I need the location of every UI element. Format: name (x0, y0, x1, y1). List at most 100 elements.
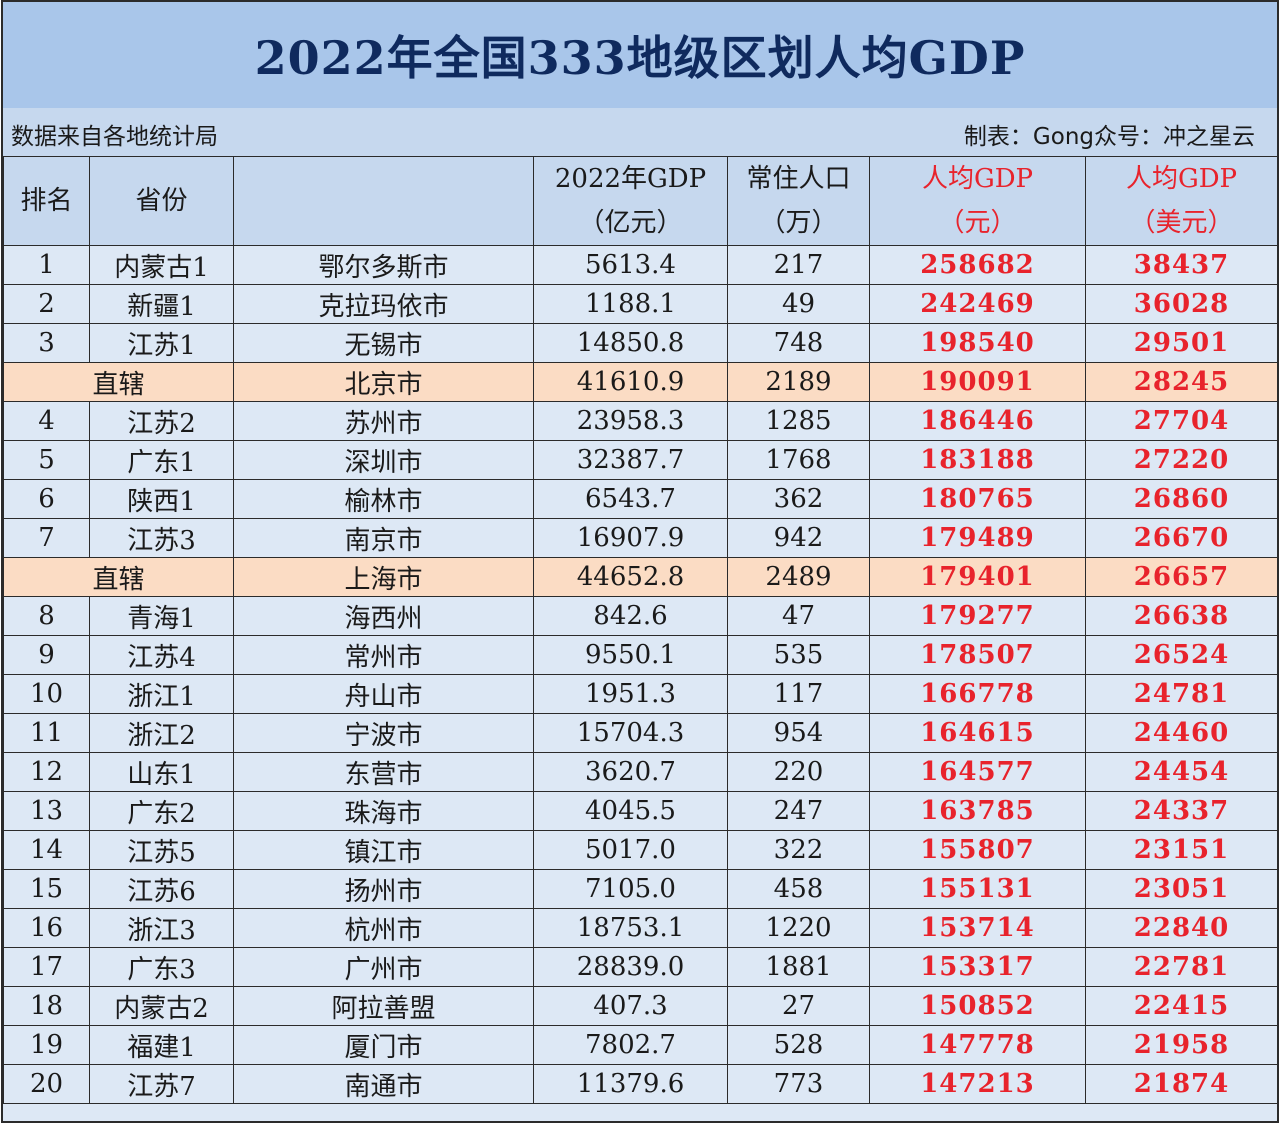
cell-per-capita-cny: 179401 (869, 557, 1086, 597)
table-row: 13 广东2 珠海市 4045.5 247 163785 24337 (3, 791, 1278, 831)
cell-gdp: 28839.0 (533, 947, 728, 987)
cell-population: 528 (727, 1025, 870, 1065)
cell-population: 2189 (727, 362, 870, 402)
cell-province: 江苏2 (89, 401, 234, 441)
cell-per-capita-cny: 178507 (869, 635, 1086, 675)
cell-population: 322 (727, 830, 870, 870)
cell-province: 广东2 (89, 791, 234, 831)
cell-rank: 9 (3, 635, 90, 675)
header-pc-usd-line1: 人均GDP (1125, 164, 1238, 194)
table-row: 18 内蒙古2 阿拉善盟 407.3 27 150852 22415 (3, 986, 1278, 1026)
cell-population: 773 (727, 1064, 870, 1104)
cell-population: 220 (727, 752, 870, 792)
cell-per-capita-cny: 163785 (869, 791, 1086, 831)
cell-province: 新疆1 (89, 284, 234, 324)
table-row: 8 青海1 海西州 842.6 47 179277 26638 (3, 596, 1278, 636)
header-province: 省份 (89, 156, 234, 246)
header-city (233, 156, 534, 246)
cell-rank: 19 (3, 1025, 90, 1065)
header-pop-line2: （万） (759, 208, 838, 238)
cell-per-capita-cny: 186446 (869, 401, 1086, 441)
cell-per-capita-cny: 147778 (869, 1025, 1086, 1065)
cell-city: 阿拉善盟 (233, 986, 534, 1026)
cell-rank: 6 (3, 479, 90, 519)
cell-province: 陕西1 (89, 479, 234, 519)
cell-gdp: 5017.0 (533, 830, 728, 870)
cell-city: 海西州 (233, 596, 534, 636)
header-pc-cny-line1: 人均GDP (921, 164, 1034, 194)
cell-per-capita-cny: 180765 (869, 479, 1086, 519)
cell-city: 东营市 (233, 752, 534, 792)
table-row: 1 内蒙古1 鄂尔多斯市 5613.4 217 258682 38437 (3, 245, 1278, 285)
cell-population: 458 (727, 869, 870, 909)
cell-gdp: 14850.8 (533, 323, 728, 363)
cell-province: 江苏6 (89, 869, 234, 909)
cell-province: 江苏3 (89, 518, 234, 558)
cell-per-capita-usd: 22415 (1085, 986, 1278, 1026)
cell-province: 江苏7 (89, 1064, 234, 1104)
cell-population: 748 (727, 323, 870, 363)
cell-per-capita-cny: 198540 (869, 323, 1086, 363)
cell-city: 上海市 (233, 557, 534, 597)
cell-province: 江苏5 (89, 830, 234, 870)
cell-rank: 7 (3, 518, 90, 558)
header-gdp: 2022年GDP （亿元） (533, 156, 728, 246)
cell-per-capita-cny: 153714 (869, 908, 1086, 948)
cell-rank: 18 (3, 986, 90, 1026)
cell-per-capita-usd: 21874 (1085, 1064, 1278, 1104)
cell-per-capita-usd: 38437 (1085, 245, 1278, 285)
cell-province: 广东1 (89, 440, 234, 480)
cell-per-capita-usd: 22781 (1085, 947, 1278, 987)
cell-population: 954 (727, 713, 870, 753)
cell-city: 苏州市 (233, 401, 534, 441)
cell-gdp: 1188.1 (533, 284, 728, 324)
cell-per-capita-cny: 153317 (869, 947, 1086, 987)
cell-province: 广东3 (89, 947, 234, 987)
cell-rank: 8 (3, 596, 90, 636)
header-population: 常住人口 （万） (727, 156, 870, 246)
subtitle-bar: 数据来自各地统计局 制表：Gong众号：冲之星云 (3, 108, 1277, 158)
cell-per-capita-cny: 258682 (869, 245, 1086, 285)
cell-per-capita-usd: 27704 (1085, 401, 1278, 441)
cell-per-capita-cny: 164615 (869, 713, 1086, 753)
cell-gdp: 407.3 (533, 986, 728, 1026)
cell-rank: 5 (3, 440, 90, 480)
cell-city: 常州市 (233, 635, 534, 675)
cell-population: 247 (727, 791, 870, 831)
cell-city: 榆林市 (233, 479, 534, 519)
cell-province: 福建1 (89, 1025, 234, 1065)
cell-per-capita-usd: 26524 (1085, 635, 1278, 675)
header-pc-cny-line2: （元） (938, 208, 1017, 238)
table-row: 20 江苏7 南通市 11379.6 773 147213 21874 (3, 1064, 1278, 1104)
cell-city: 鄂尔多斯市 (233, 245, 534, 285)
table-row: 11 浙江2 宁波市 15704.3 954 164615 24460 (3, 713, 1278, 753)
cell-rank: 17 (3, 947, 90, 987)
cell-city: 南京市 (233, 518, 534, 558)
cell-per-capita-usd: 29501 (1085, 323, 1278, 363)
cell-city: 宁波市 (233, 713, 534, 753)
cell-gdp: 6543.7 (533, 479, 728, 519)
cell-population: 942 (727, 518, 870, 558)
cell-rank: 14 (3, 830, 90, 870)
header-pop-line1: 常住人口 (746, 164, 851, 194)
table-row: 17 广东3 广州市 28839.0 1881 153317 22781 (3, 947, 1278, 987)
cell-per-capita-usd: 24460 (1085, 713, 1278, 753)
header-per-capita-usd: 人均GDP （美元） (1085, 156, 1278, 246)
table-row: 6 陕西1 榆林市 6543.7 362 180765 26860 (3, 479, 1278, 519)
header-rank: 排名 (3, 156, 90, 246)
header-per-capita-cny: 人均GDP （元） (869, 156, 1086, 246)
cell-population: 1768 (727, 440, 870, 480)
cell-population: 1881 (727, 947, 870, 987)
cell-city: 杭州市 (233, 908, 534, 948)
cell-city: 北京市 (233, 362, 534, 402)
cell-per-capita-usd: 26860 (1085, 479, 1278, 519)
cell-gdp: 41610.9 (533, 362, 728, 402)
cell-gdp: 15704.3 (533, 713, 728, 753)
cell-per-capita-cny: 179277 (869, 596, 1086, 636)
cell-population: 2489 (727, 557, 870, 597)
cell-per-capita-cny: 147213 (869, 1064, 1086, 1104)
cell-province: 内蒙古2 (89, 986, 234, 1026)
cell-province: 江苏4 (89, 635, 234, 675)
cell-city: 镇江市 (233, 830, 534, 870)
table-row: 7 江苏3 南京市 16907.9 942 179489 26670 (3, 518, 1278, 558)
